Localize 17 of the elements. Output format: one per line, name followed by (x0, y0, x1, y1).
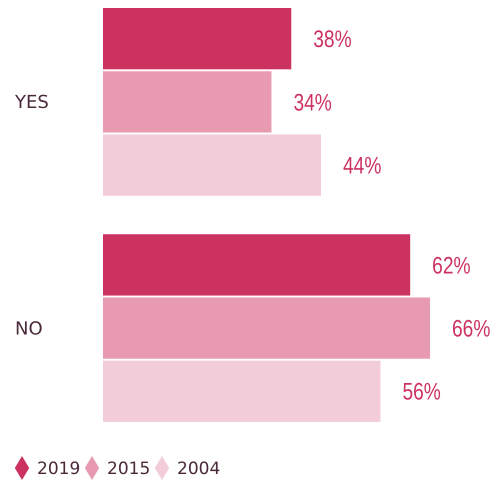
bar (103, 297, 430, 359)
y-tick-label: YES (14, 92, 49, 114)
data-label: 66% (452, 314, 490, 342)
bar (103, 360, 380, 422)
legend-label: 2004 (177, 458, 220, 479)
legend-label: 2019 (37, 458, 80, 479)
data-label: 38% (313, 24, 352, 53)
legend-label: 2015 (107, 458, 150, 479)
data-label: 34% (293, 88, 332, 116)
bar (103, 8, 292, 70)
bar (103, 234, 410, 296)
data-label: 56% (402, 378, 441, 406)
bar (103, 134, 321, 196)
bar (103, 71, 272, 133)
data-label: 62% (432, 251, 471, 279)
y-tick-label: NO (15, 318, 43, 340)
data-label: 44% (343, 151, 382, 180)
